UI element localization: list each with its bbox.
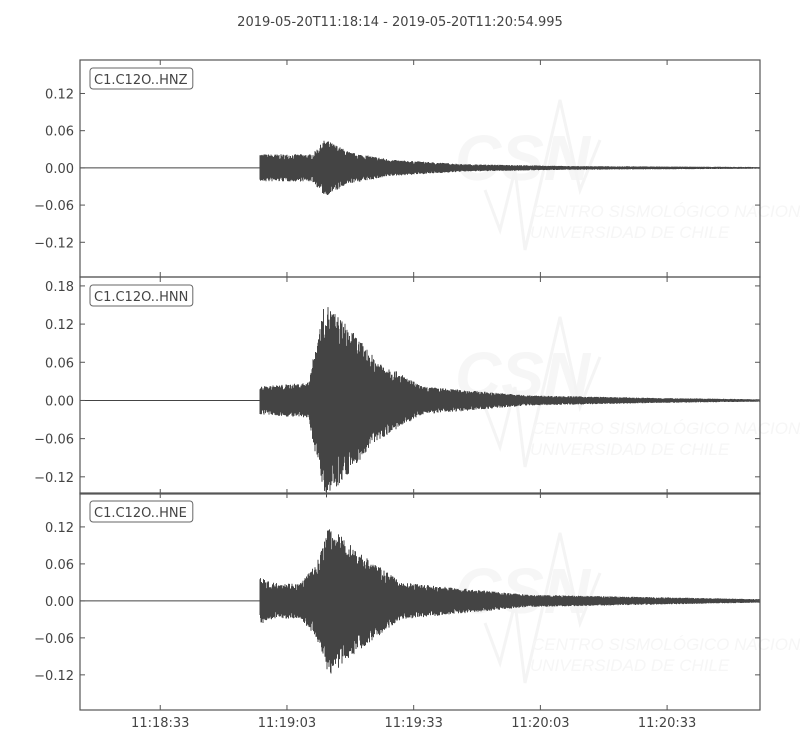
x-tick-label: 11:19:03 xyxy=(258,716,316,731)
y-tick-label: 0.12 xyxy=(45,87,74,102)
y-tick-label: −0.06 xyxy=(34,433,74,448)
trace-label-text: C1.C12O..HNN xyxy=(94,290,188,305)
y-tick-label: 0.18 xyxy=(45,280,74,295)
y-tick-label: 0.06 xyxy=(45,558,74,573)
watermark-line1: CENTRO SISMOLÓGICO NACIONAL xyxy=(532,635,800,654)
watermark-line1: CENTRO SISMOLÓGICO NACIONAL xyxy=(532,202,800,221)
x-tick-label: 11:20:03 xyxy=(511,716,569,731)
y-tick-label: 0.12 xyxy=(45,318,74,333)
watermark-line2: UNIVERSIDAD DE CHILE xyxy=(530,440,730,459)
y-tick-label: 0.00 xyxy=(45,595,74,610)
y-tick-label: 0.00 xyxy=(45,162,74,177)
trace-label: C1.C12O..HNZ xyxy=(89,67,194,90)
axes-frame xyxy=(79,276,761,495)
trace-label-box xyxy=(89,67,194,90)
waveform-C1.C12O..HNE xyxy=(80,529,760,674)
trace-label-text: C1.C12O..HNE xyxy=(94,506,187,521)
watermark-wave-icon xyxy=(483,532,602,684)
waveform-C1.C12O..HNZ xyxy=(80,140,760,195)
watermark-wave-icon xyxy=(483,99,602,251)
y-tick-label: 0.12 xyxy=(45,521,74,536)
axes-frame xyxy=(79,492,761,711)
watermark-line2: UNIVERSIDAD DE CHILE xyxy=(530,223,730,242)
y-tick-label: 0.06 xyxy=(45,125,74,140)
trace-label-box xyxy=(89,284,194,307)
trace-label-box xyxy=(89,500,194,523)
trace-label: C1.C12O..HNN xyxy=(89,284,194,307)
waveform-C1.C12O..HNN xyxy=(80,307,760,498)
y-tick-label: −0.06 xyxy=(34,632,74,647)
trace-label-text: C1.C12O..HNZ xyxy=(94,73,188,88)
y-tick-label: −0.06 xyxy=(34,199,74,214)
y-tick-label: 0.00 xyxy=(45,394,74,409)
watermark-line2: UNIVERSIDAD DE CHILE xyxy=(530,656,730,675)
y-tick-label: −0.12 xyxy=(34,471,74,486)
y-tick-label: −0.12 xyxy=(34,669,74,684)
watermark-wave-icon xyxy=(483,316,602,468)
x-tick-label: 11:18:33 xyxy=(131,716,189,731)
y-tick-label: 0.06 xyxy=(45,356,74,371)
x-tick-label: 11:19:33 xyxy=(384,716,442,731)
watermark-line1: CENTRO SISMOLÓGICO NACIONAL xyxy=(532,419,800,438)
trace-label: C1.C12O..HNE xyxy=(89,500,194,523)
chart-title: 2019-05-20T11:18:14 - 2019-05-20T11:20:5… xyxy=(237,15,563,30)
x-tick-label: 11:20:33 xyxy=(638,716,696,731)
y-tick-label: −0.12 xyxy=(34,236,74,251)
